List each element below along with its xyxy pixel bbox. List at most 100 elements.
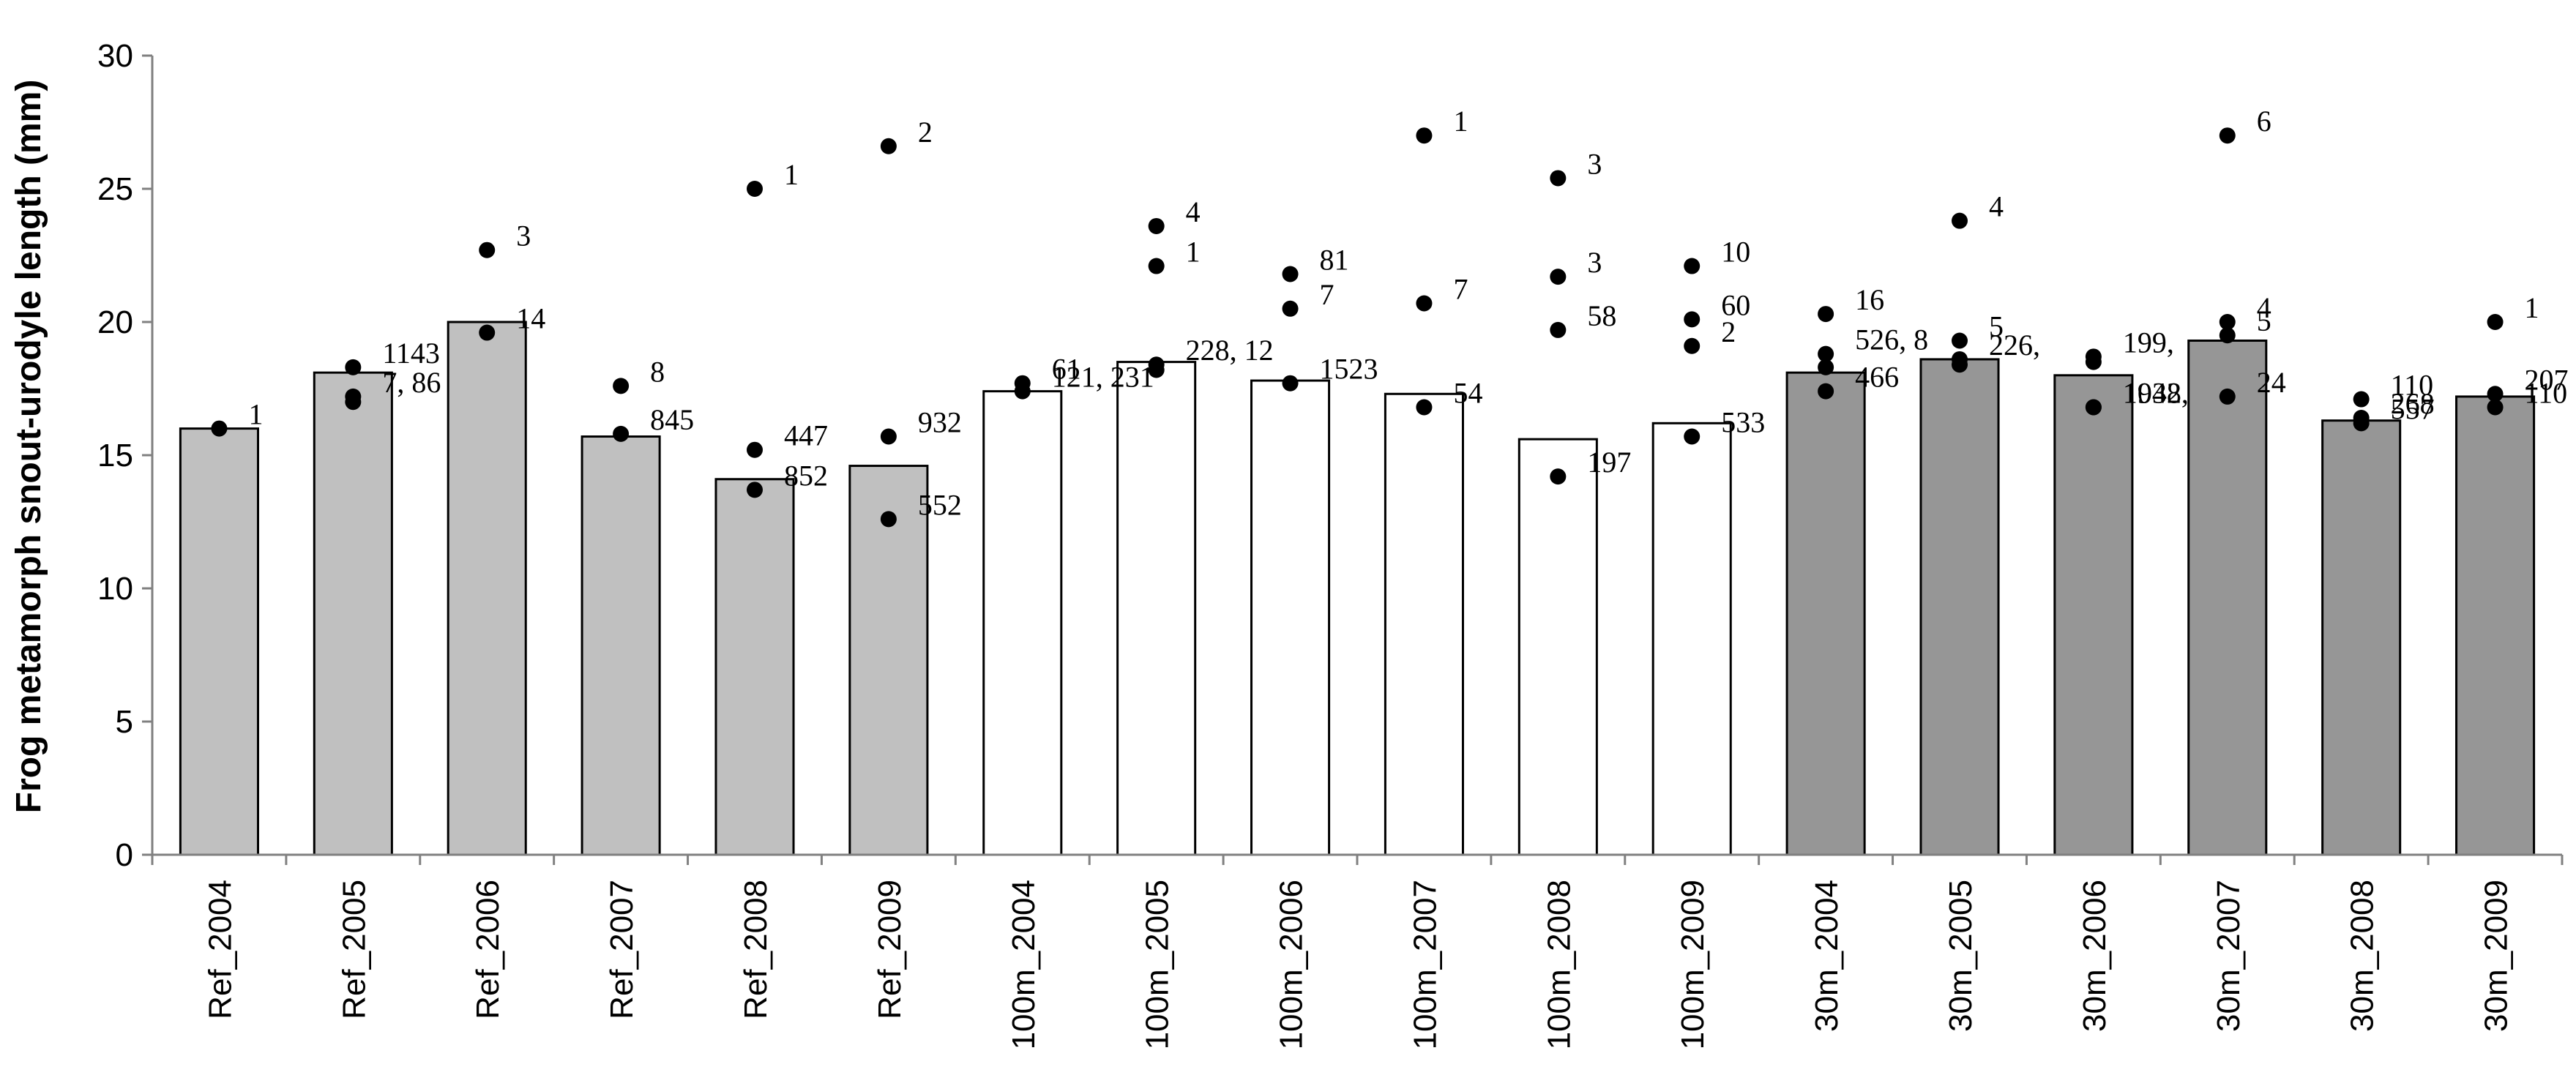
bar [2455,395,2536,856]
data-point [1952,212,1968,229]
data-point [613,425,630,442]
x-tick-label: 100m_2004 [1006,880,1042,1049]
bar [1651,422,1732,856]
data-point [880,511,897,528]
bar [447,321,527,856]
data-point [1550,468,1567,485]
data-point [1952,332,1968,349]
bars [179,321,2536,856]
data-point [2487,314,2504,330]
point-label: 526, 8 [1855,323,1928,356]
point-label: 1 [784,158,799,191]
point-label: 7 [1320,278,1334,311]
data-point [880,138,897,154]
point-label: 4 [1186,195,1201,228]
bar [982,390,1063,856]
data-point [2219,388,2236,405]
point-label: 24 [2257,366,2286,399]
y-tick-label: 20 [97,304,133,340]
point-label: 7 [1453,273,1468,306]
data-point [1148,217,1165,234]
point-label: 3 [1587,246,1602,279]
point-label: 54 [1453,376,1482,409]
data-point [1148,362,1165,378]
x-tick-label: 30m_2009 [2479,880,2515,1032]
point-label: 932 [918,406,962,439]
x-tick-label: 30m_2005 [1943,880,1979,1032]
bar [1517,438,1598,856]
point-label: 226, [1989,329,2040,362]
data-point [1818,306,1834,323]
data-point [1014,383,1031,400]
point-label: 1048 [2123,376,2181,409]
data-points [211,127,2504,528]
point-label: 7, 86 [382,366,441,399]
data-point [1684,337,1700,354]
data-point [2353,415,2370,432]
point-label: 121, 231 [1052,361,1154,394]
x-tick-label: Ref_2007 [604,880,640,1019]
data-point [1818,383,1834,400]
data-point [1684,258,1700,274]
y-tick-label: 25 [97,171,133,207]
y-tick-label: 10 [97,571,133,607]
data-point [1148,258,1165,274]
x-tick-labels: Ref_2004 Ref_2005 Ref_2006 Ref_2007 Ref_2008… [202,880,2514,1049]
data-point [1282,300,1299,317]
data-point [2085,399,2102,416]
data-point [2085,353,2102,370]
data-point [2487,399,2504,416]
x-tick-label: 100m_2006 [1274,880,1310,1049]
data-point [2353,391,2370,408]
point-label: 81 [1320,243,1349,276]
point-label: 6 [2257,105,2271,138]
point-label: 1 [1186,236,1201,269]
point-label: 268 [2391,387,2435,420]
x-tick-label: 100m_2005 [1140,880,1176,1049]
data-point [479,324,496,341]
data-point [345,394,362,411]
bar [313,371,393,856]
x-tick-label: Ref_2009 [872,880,908,1019]
data-point [747,181,763,197]
x-tick-label: 30m_2004 [1809,880,1845,1032]
point-label: 14 [516,302,545,335]
data-point [1282,375,1299,392]
bar [2187,339,2268,856]
bar [1384,392,1464,856]
data-point [1684,428,1700,445]
point-label: 552 [918,488,962,521]
point-label: 1 [1453,105,1468,138]
x-tick-label: Ref_2004 [202,880,238,1019]
data-point [1416,127,1433,144]
point-label: 61 [1052,353,1081,386]
data-point [2219,127,2236,144]
point-label: 447 [784,419,828,452]
point-label: 4 [1989,190,2004,223]
data-point [1550,269,1567,285]
point-label: 533 [1721,406,1765,439]
point-label: 557 [2391,392,2435,425]
y-tick-labels: 0 5 10 15 20 25 30 [97,38,133,873]
data-point [2219,314,2236,330]
bar [848,465,929,856]
point-label: 1932, [2123,376,2189,409]
y-tick-label: 15 [97,438,133,473]
y-tick-label: 5 [116,704,133,740]
point-label: 10 [1721,236,1750,269]
point-label: 5 [1989,310,2004,342]
point-label: 3 [1587,147,1602,180]
point-label: 2 [918,116,933,149]
data-point [2219,327,2236,344]
data-point [211,420,228,437]
data-point [747,482,763,498]
point-label: 228, 12 [1186,334,1274,367]
bar [580,435,661,856]
data-point [479,241,496,258]
x-tick-label: Ref_2006 [470,880,506,1019]
bar [2321,419,2402,856]
point-label: 199, [2123,326,2174,359]
point-label: 58 [1587,299,1616,332]
